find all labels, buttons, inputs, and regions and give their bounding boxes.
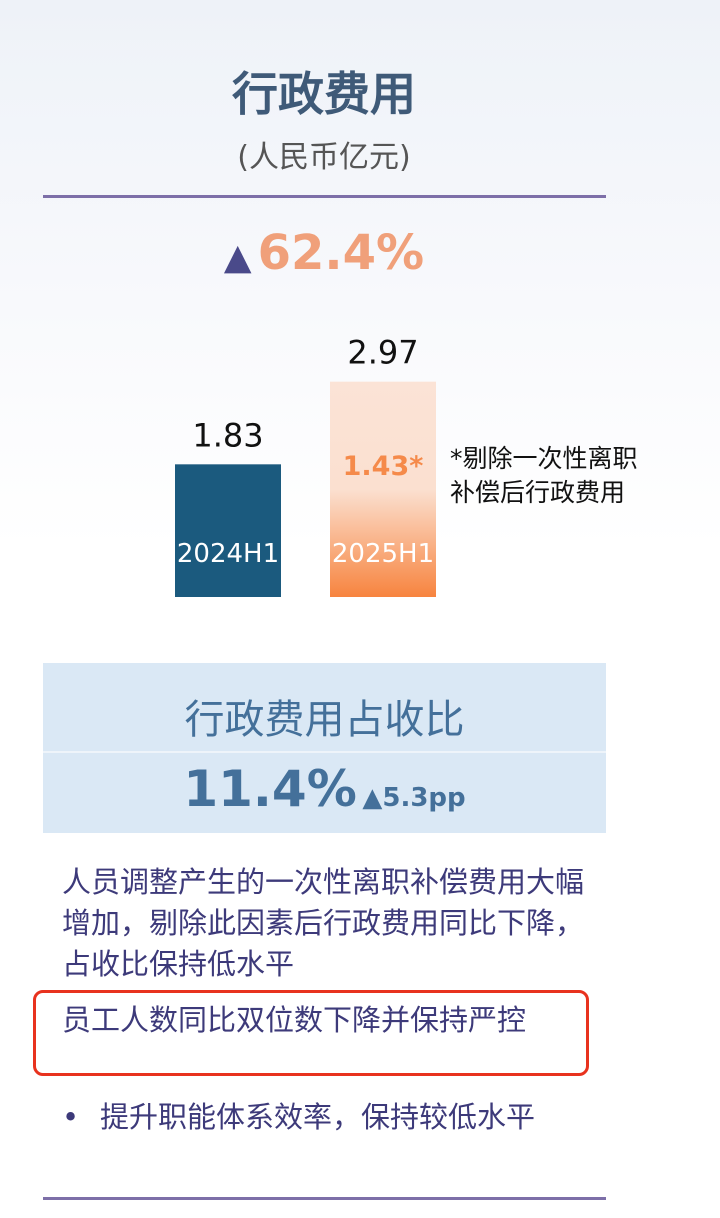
annotation-label: 1.43* [343,451,424,482]
growth-rate: ▲ 62.4% [0,225,648,281]
ratio-change: ▲5.3pp [362,783,466,813]
ratio-panel [43,663,606,833]
ratio-value-row: 11.4% ▲5.3pp [43,760,606,818]
footnote: *剔除一次性离职 补偿后行政费用 [450,442,638,510]
paragraph-2: 员工人数同比双位数下降并保持严控 [62,1003,527,1037]
bullet-marker: • [62,1100,80,1134]
page-title: 行政费用 [232,67,416,121]
footnote-line: 补偿后行政费用 [450,478,626,507]
unit-label: (人民币亿元) [237,140,411,175]
bullet-item: • 提升职能体系效率，保持较低水平 [62,1097,592,1138]
footnote-line: *剔除一次性离职 [450,444,638,473]
bullet-text: 提升职能体系效率，保持较低水平 [100,1100,536,1134]
ratio-divider [43,751,606,753]
up-triangle-icon: ▲ [223,237,252,278]
category-label: 2024H1 [177,539,279,569]
divider-top [43,195,606,198]
bar-2024H1 [175,464,281,597]
highlight-box [33,990,589,1076]
value-label: 2.97 [347,334,418,372]
bar-2025H1 [330,381,436,597]
ratio-title: 行政费用占收比 [184,697,465,743]
category-label: 2025H1 [332,539,434,569]
bar-chart: 1.83 2024H1 2.97 2025H1 1.43* [175,334,436,597]
paragraph-1: 人员调整产生的一次性离职补偿费用大幅增加，剔除此因素后行政费用同比下降，占收比保… [62,865,585,981]
divider-bottom [43,1197,606,1200]
ratio-value: 11.4% [183,760,357,818]
value-label: 1.83 [192,416,263,454]
growth-value: 62.4% [257,225,425,281]
